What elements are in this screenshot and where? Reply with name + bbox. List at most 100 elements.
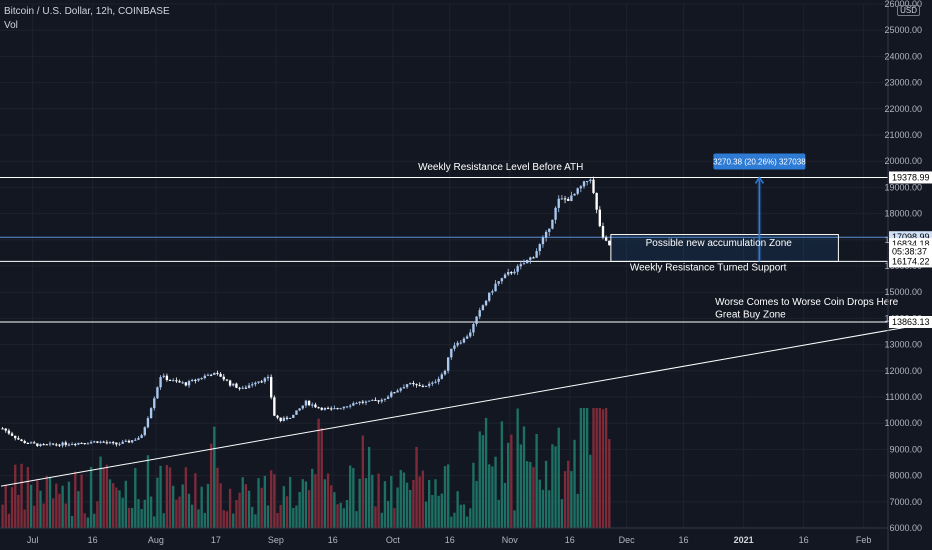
volume-bar bbox=[563, 471, 567, 528]
candle-body bbox=[270, 376, 273, 398]
candle-body bbox=[146, 418, 150, 428]
volume-bar bbox=[475, 480, 478, 528]
candle-body bbox=[118, 443, 121, 445]
volume-bar bbox=[513, 510, 516, 528]
candle-body bbox=[548, 228, 551, 232]
volume-bar bbox=[51, 498, 55, 528]
volume-bar bbox=[172, 485, 175, 528]
candle-body bbox=[273, 397, 276, 416]
volume-bar bbox=[206, 483, 210, 528]
volume-bar bbox=[374, 506, 377, 528]
volume-bar bbox=[472, 462, 475, 528]
candle-body bbox=[225, 379, 229, 381]
candle-body bbox=[576, 188, 579, 194]
candle-body bbox=[431, 382, 434, 384]
candle-body bbox=[516, 266, 519, 272]
price-tag-label: 19378.99 bbox=[892, 172, 930, 182]
candle-body bbox=[367, 400, 371, 402]
candle-body bbox=[304, 400, 308, 406]
y-tick-label: 18000.00 bbox=[884, 209, 922, 219]
volume-bar bbox=[450, 516, 453, 528]
volume-bar bbox=[488, 464, 491, 528]
volume-bar bbox=[140, 509, 143, 528]
volume-bar bbox=[134, 468, 137, 528]
volume-bar bbox=[399, 469, 402, 528]
candle-body bbox=[77, 442, 80, 445]
candle-body bbox=[339, 408, 342, 410]
volume-bar bbox=[108, 479, 112, 528]
volume-bar bbox=[149, 496, 153, 528]
volume-bar bbox=[26, 467, 30, 528]
candle-body bbox=[538, 244, 541, 252]
candles bbox=[1, 176, 611, 448]
symbol-title[interactable]: Bitcoin / U.S. Dollar, 12h, COINBASE bbox=[4, 6, 170, 17]
price-tag-label: 16174.22 bbox=[892, 256, 930, 266]
volume-bar bbox=[516, 408, 519, 528]
candle-body bbox=[301, 405, 304, 409]
volume-bar bbox=[301, 479, 304, 528]
volume-bar bbox=[279, 504, 282, 528]
volume-bar bbox=[143, 499, 146, 528]
volume-bar bbox=[326, 473, 330, 528]
volume-bar bbox=[592, 408, 595, 528]
candle-body bbox=[595, 192, 598, 210]
candle-body bbox=[235, 383, 238, 388]
volume-bar bbox=[48, 476, 52, 528]
volume-bar bbox=[582, 408, 586, 528]
volume-bar bbox=[601, 409, 605, 528]
candle-body bbox=[74, 444, 77, 446]
price-tag-label: 17098.99 bbox=[892, 232, 930, 242]
volume-bar bbox=[260, 487, 263, 528]
candle-body bbox=[251, 384, 254, 386]
x-tick-label: 16 bbox=[445, 535, 455, 545]
volume-bar bbox=[541, 489, 545, 528]
currency-badge[interactable]: USD bbox=[897, 5, 920, 16]
candle-body bbox=[165, 375, 169, 381]
candle-body bbox=[507, 272, 510, 275]
price-tag-box bbox=[889, 245, 932, 258]
volume-bar bbox=[364, 478, 368, 528]
candle-body bbox=[209, 374, 213, 376]
candle-body bbox=[191, 379, 194, 382]
candle-body bbox=[26, 442, 30, 444]
volume-bar bbox=[380, 512, 383, 528]
volume-bar bbox=[10, 487, 14, 528]
candle-body bbox=[462, 338, 466, 343]
volume-bar bbox=[497, 499, 500, 528]
volume-bar bbox=[421, 470, 425, 528]
volume-bar bbox=[121, 497, 124, 528]
volume-bar bbox=[77, 491, 80, 528]
volume-bar bbox=[266, 505, 270, 528]
volume-bar bbox=[453, 512, 456, 528]
volume-bar bbox=[554, 446, 557, 528]
candle-body bbox=[168, 380, 172, 382]
y-tick-label: 20000.00 bbox=[884, 156, 922, 166]
candle-body bbox=[386, 396, 390, 399]
volume-bar bbox=[478, 431, 481, 528]
accumulation-zone-group bbox=[610, 234, 839, 262]
candle-body bbox=[330, 408, 333, 410]
candle-body bbox=[535, 251, 538, 258]
volume-bar bbox=[557, 427, 560, 528]
volume-bar bbox=[535, 434, 538, 528]
volume-bar bbox=[99, 456, 102, 528]
volume-bar bbox=[428, 479, 431, 528]
x-tick-label: 16 bbox=[328, 535, 338, 545]
volume-bar bbox=[500, 421, 504, 528]
candle-body bbox=[311, 404, 314, 406]
candle-body bbox=[33, 442, 36, 444]
candle-body bbox=[586, 180, 589, 182]
volume-bar bbox=[124, 480, 127, 528]
volume-bar bbox=[33, 505, 36, 528]
volume-bar bbox=[7, 513, 11, 528]
candle-body bbox=[402, 387, 406, 389]
volume-bar bbox=[317, 418, 320, 528]
candle-body bbox=[522, 263, 526, 265]
volume-bar bbox=[367, 446, 371, 528]
price-tag-box bbox=[889, 315, 932, 328]
candle-body bbox=[276, 415, 279, 418]
volume-bar bbox=[93, 513, 96, 528]
volume-bar bbox=[522, 426, 526, 528]
volume-bar bbox=[118, 490, 121, 528]
